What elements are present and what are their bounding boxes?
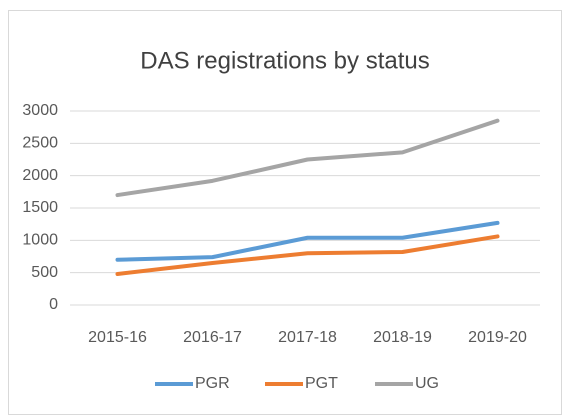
line-series xyxy=(115,118,500,198)
legend-label: UG xyxy=(415,375,439,392)
line-series xyxy=(115,220,500,262)
legend-label: PGT xyxy=(305,375,338,392)
line-series xyxy=(115,234,500,276)
y-tick-label: 1500 xyxy=(22,199,58,216)
chart-title: DAS registrations by status xyxy=(140,47,429,74)
legend-label: PGR xyxy=(195,375,230,392)
x-tick-label: 2016-17 xyxy=(183,329,242,346)
x-tick-label: 2018-19 xyxy=(373,329,432,346)
x-tick-label: 2019-20 xyxy=(468,329,527,346)
y-tick-label: 3000 xyxy=(22,102,58,119)
y-tick-label: 2000 xyxy=(22,167,58,184)
x-tick-label: 2015-16 xyxy=(88,329,147,346)
x-tick-label: 2017-18 xyxy=(278,329,337,346)
chart-border xyxy=(8,10,562,415)
y-tick-label: 500 xyxy=(31,264,58,281)
y-tick-label: 1000 xyxy=(22,232,58,249)
y-tick-label: 2500 xyxy=(22,135,58,152)
y-tick-label: 0 xyxy=(49,296,58,313)
